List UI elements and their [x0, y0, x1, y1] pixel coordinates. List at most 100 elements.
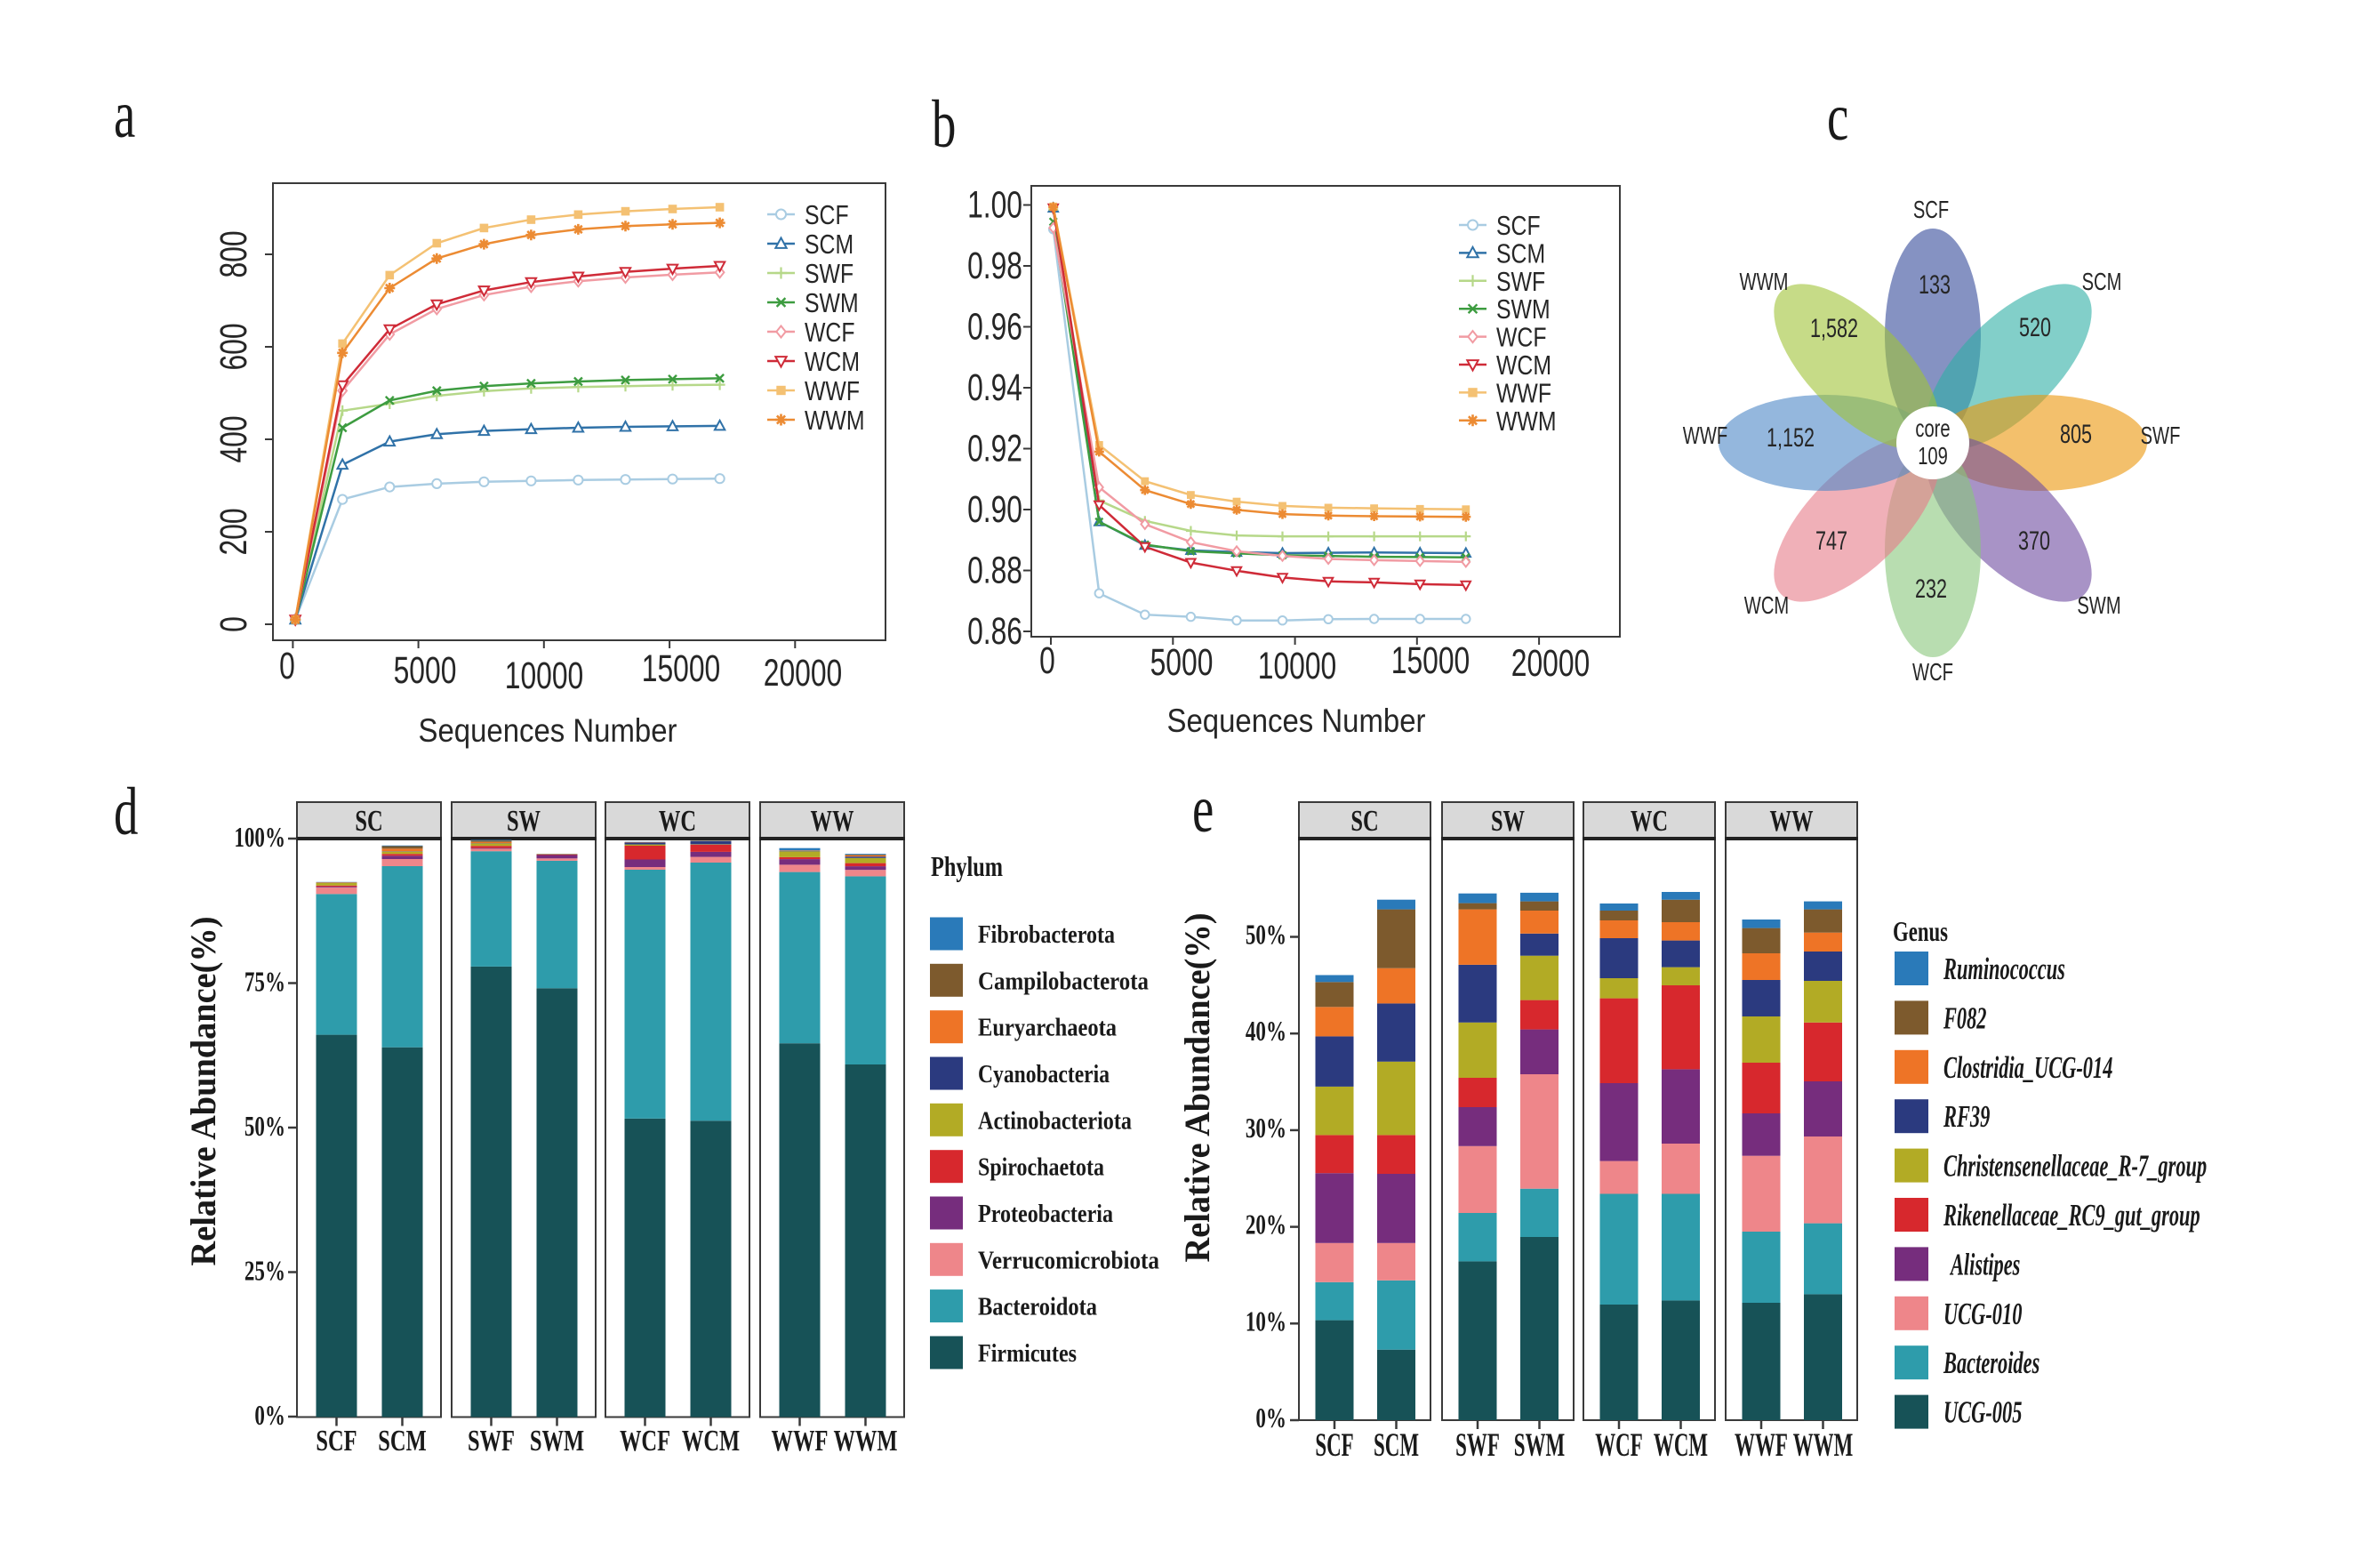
svg-text:SWM: SWM — [1514, 1427, 1565, 1464]
svg-text:Proteobacteria: Proteobacteria — [978, 1201, 1113, 1228]
svg-text:30%: 30% — [1246, 1112, 1286, 1144]
svg-text:50%: 50% — [244, 1110, 285, 1142]
svg-text:WCF: WCF — [1595, 1427, 1643, 1464]
svg-text:0: 0 — [279, 645, 295, 687]
svg-text:WWM: WWM — [833, 1425, 897, 1458]
svg-text:WWF: WWF — [772, 1425, 829, 1458]
svg-text:Alistipes: Alistipes — [1950, 1247, 2021, 1281]
svg-text:WCM: WCM — [1654, 1427, 1708, 1464]
svg-text:Relative Abundance(%): Relative Abundance(%) — [183, 917, 223, 1266]
svg-text:40%: 40% — [1246, 1015, 1286, 1047]
svg-text:109: 109 — [1918, 442, 1948, 470]
svg-text:SWM: SWM — [1496, 293, 1551, 325]
svg-text:10000: 10000 — [1258, 645, 1337, 687]
svg-text:SWF: SWF — [805, 258, 853, 289]
svg-text:SCM: SCM — [378, 1425, 426, 1458]
svg-text:WWF: WWF — [1735, 1427, 1788, 1464]
svg-text:Christensenellaceae_R-7_group: Christensenellaceae_R-7_group — [1943, 1149, 2207, 1184]
svg-text:WCF: WCF — [1912, 658, 1953, 686]
svg-text:WWM: WWM — [1496, 406, 1557, 437]
svg-text:SC: SC — [1350, 805, 1378, 838]
svg-text:SCM: SCM — [805, 229, 853, 260]
svg-text:Cyanobacteria: Cyanobacteria — [978, 1061, 1110, 1088]
svg-text:b: b — [932, 87, 956, 162]
svg-text:0: 0 — [1039, 639, 1055, 682]
svg-text:WW: WW — [1770, 805, 1814, 838]
svg-text:10%: 10% — [1246, 1305, 1286, 1337]
svg-text:SWM: SWM — [530, 1425, 584, 1458]
svg-text:20000: 20000 — [764, 652, 843, 695]
svg-text:0.90: 0.90 — [967, 488, 1022, 531]
svg-text:WWF: WWF — [1683, 422, 1727, 449]
svg-text:WCM: WCM — [682, 1425, 740, 1458]
svg-text:Clostridia_UCG-014: Clostridia_UCG-014 — [1943, 1050, 2112, 1085]
svg-text:Actinobacteriota: Actinobacteriota — [978, 1107, 1132, 1135]
svg-text:RF39: RF39 — [1943, 1099, 1990, 1134]
svg-text:WCF: WCF — [1496, 322, 1547, 353]
svg-text:600: 600 — [212, 323, 255, 370]
svg-text:SWF: SWF — [2141, 422, 2181, 449]
svg-text:SWF: SWF — [468, 1425, 515, 1458]
svg-text:5000: 5000 — [394, 649, 457, 692]
svg-text:e: e — [1192, 772, 1214, 847]
svg-text:SCF: SCF — [1315, 1427, 1353, 1464]
svg-text:Sequences Number: Sequences Number — [419, 712, 677, 749]
svg-text:0: 0 — [212, 616, 255, 632]
svg-text:20000: 20000 — [1511, 642, 1591, 685]
svg-text:75%: 75% — [244, 966, 285, 998]
svg-text:Ruminococcus: Ruminococcus — [1943, 952, 2065, 986]
svg-text:Fibrobacterota: Fibrobacterota — [978, 921, 1115, 949]
svg-text:WC: WC — [1631, 805, 1668, 838]
svg-text:0.92: 0.92 — [967, 428, 1022, 470]
svg-text:232: 232 — [1915, 574, 1947, 604]
svg-text:SW: SW — [1491, 805, 1525, 838]
svg-text:SWM: SWM — [2077, 591, 2120, 619]
svg-text:15000: 15000 — [1391, 639, 1470, 682]
svg-text:Campilobacterota: Campilobacterota — [978, 968, 1149, 995]
svg-text:F082: F082 — [1943, 1000, 1986, 1035]
svg-text:10000: 10000 — [505, 655, 584, 697]
svg-text:Phylum: Phylum — [931, 850, 1003, 882]
svg-text:SCF: SCF — [1913, 196, 1949, 223]
svg-text:SCM: SCM — [2082, 268, 2122, 295]
svg-text:Verrucomicrobiota: Verrucomicrobiota — [978, 1247, 1159, 1274]
svg-text:c: c — [1827, 80, 1848, 155]
svg-text:WWM: WWM — [1793, 1427, 1854, 1464]
svg-text:Spirochaetota: Spirochaetota — [978, 1154, 1104, 1182]
svg-text:WCM: WCM — [805, 346, 860, 377]
svg-text:0%: 0% — [254, 1399, 285, 1431]
svg-text:SW: SW — [507, 805, 541, 838]
svg-text:WW: WW — [811, 805, 854, 838]
svg-text:1,582: 1,582 — [1810, 314, 1858, 343]
svg-text:15000: 15000 — [642, 647, 721, 690]
svg-text:d: d — [114, 775, 138, 849]
svg-text:370: 370 — [2018, 526, 2050, 556]
svg-text:SWF: SWF — [1496, 266, 1545, 297]
svg-text:0.86: 0.86 — [967, 610, 1022, 653]
svg-text:100%: 100% — [234, 821, 285, 853]
svg-text:WWF: WWF — [805, 375, 860, 406]
svg-text:747: 747 — [1815, 526, 1847, 556]
svg-text:Sequences Number: Sequences Number — [1167, 703, 1426, 739]
svg-text:SCF: SCF — [1496, 210, 1541, 241]
svg-text:1,152: 1,152 — [1767, 423, 1815, 453]
svg-text:0%: 0% — [1255, 1401, 1286, 1434]
svg-text:UCG-005: UCG-005 — [1943, 1395, 2022, 1430]
svg-text:WCM: WCM — [1496, 349, 1551, 381]
svg-text:400: 400 — [212, 415, 255, 462]
svg-text:800: 800 — [212, 230, 255, 277]
svg-text:200: 200 — [212, 508, 255, 555]
svg-text:133: 133 — [1919, 270, 1951, 300]
svg-text:0.88: 0.88 — [967, 550, 1022, 592]
svg-text:WCF: WCF — [805, 317, 855, 348]
svg-text:WWM: WWM — [1740, 268, 1789, 295]
svg-text:805: 805 — [2060, 420, 2092, 449]
svg-text:0.96: 0.96 — [967, 306, 1022, 349]
svg-text:SC: SC — [355, 805, 382, 838]
svg-text:WCM: WCM — [1744, 591, 1789, 619]
svg-text:50%: 50% — [1246, 919, 1286, 951]
svg-text:520: 520 — [2019, 313, 2051, 342]
svg-text:a: a — [114, 77, 135, 152]
svg-text:Firmicutes: Firmicutes — [978, 1340, 1077, 1368]
svg-text:20%: 20% — [1246, 1209, 1286, 1241]
